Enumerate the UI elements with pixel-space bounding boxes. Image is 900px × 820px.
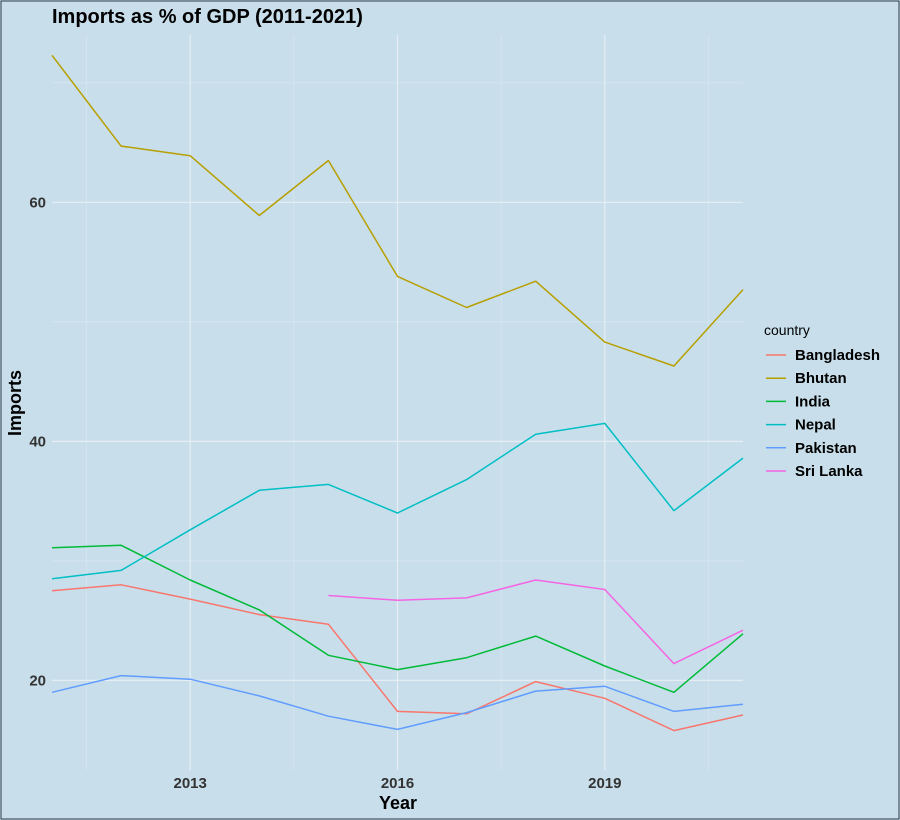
y-tick-label: 60 xyxy=(29,194,46,211)
y-axis: 20 40 60 xyxy=(29,194,46,689)
series-layer xyxy=(51,54,744,732)
legend-label-pakistan: Pakistan xyxy=(795,440,857,457)
x-axis: 2013 2016 2019 xyxy=(174,775,622,792)
x-tick-label: 2016 xyxy=(381,775,414,792)
series-line-bangladesh xyxy=(51,584,744,732)
x-tick-label: 2013 xyxy=(174,775,207,792)
y-tick-label: 20 xyxy=(29,672,46,689)
series-line-sri-lanka xyxy=(328,579,744,665)
chart-title: Imports as % of GDP (2011-2021) xyxy=(52,6,363,28)
series-line-nepal xyxy=(51,422,744,580)
series-line-bhutan xyxy=(51,54,744,367)
series-line-pakistan xyxy=(51,674,744,731)
grid xyxy=(52,35,743,770)
legend-label-bhutan: Bhutan xyxy=(795,370,847,387)
legend-label-india: India xyxy=(795,393,831,410)
y-tick-label: 40 xyxy=(29,433,46,450)
legend-label-bangladesh: Bangladesh xyxy=(795,347,880,364)
legend-label-nepal: Nepal xyxy=(795,417,836,434)
x-axis-title: Year xyxy=(379,793,417,813)
legend-title: country xyxy=(764,322,810,338)
legend: country Bangladesh Bhutan India Nepal Pakist… xyxy=(764,322,880,480)
x-tick-label: 2019 xyxy=(588,775,621,792)
legend-label-sri-lanka: Sri Lanka xyxy=(795,463,863,480)
series-line-india xyxy=(51,544,744,694)
y-axis-title: Imports xyxy=(5,370,25,436)
